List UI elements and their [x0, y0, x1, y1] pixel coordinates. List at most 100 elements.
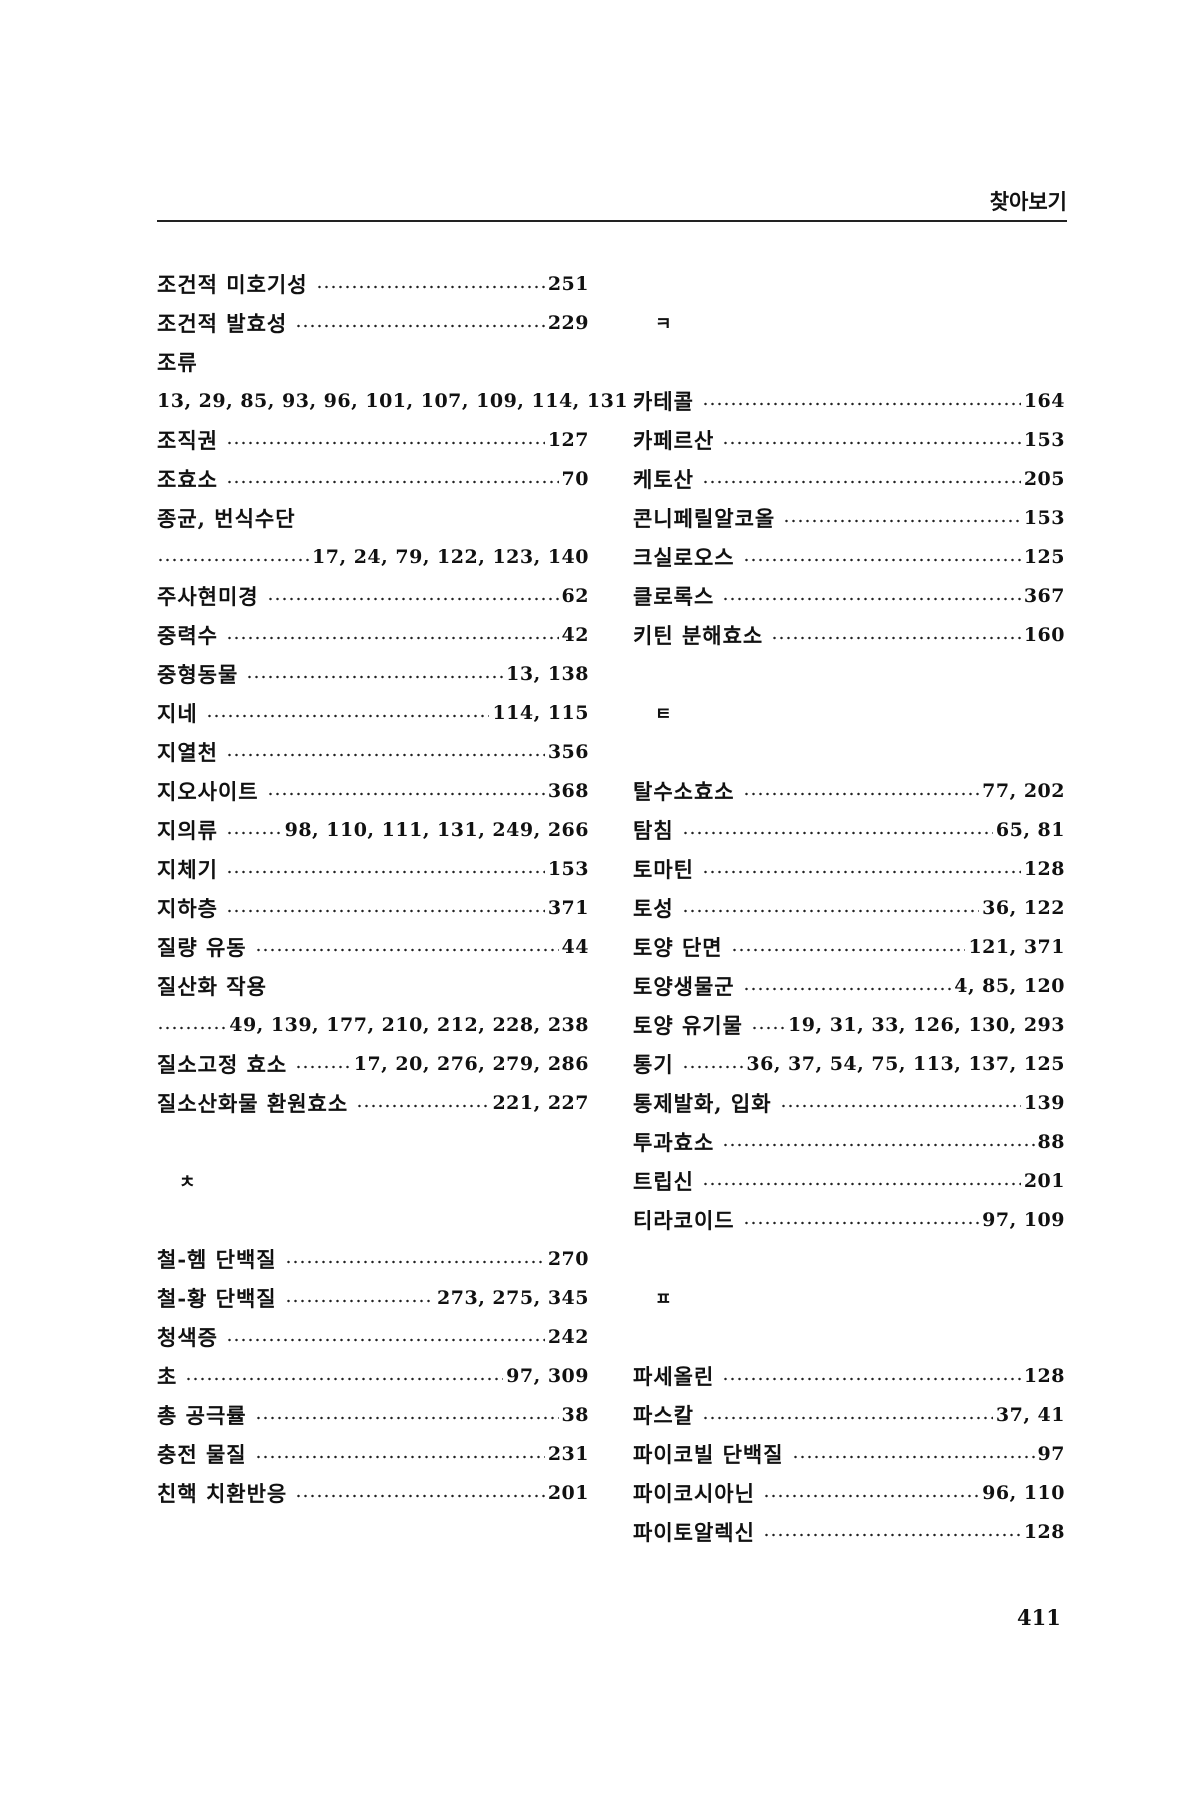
- dot-leader: [185, 1376, 504, 1381]
- dot-leader: [295, 1493, 545, 1498]
- index-term: 중력수: [157, 622, 218, 648]
- index-term: 종균, 번식수단: [157, 505, 296, 531]
- blank-line: [633, 1239, 1065, 1278]
- dot-leader: [225, 908, 545, 913]
- index-pages: 251: [547, 272, 589, 295]
- index-term: 지오사이트: [157, 778, 259, 804]
- index-entry: 토양생물군 4, 85, 120: [633, 966, 1065, 1005]
- blank-line: [157, 1122, 589, 1161]
- dot-leader: [225, 635, 559, 640]
- index-term: 지네: [157, 700, 198, 726]
- index-entry: 토양 단면 121, 371: [633, 927, 1065, 966]
- dot-leader: [681, 1064, 744, 1069]
- blank-line: [633, 264, 1065, 303]
- index-entry: 조류: [157, 342, 589, 381]
- index-entry: 탐침 65, 81: [633, 810, 1065, 849]
- index-pages: 127: [547, 428, 589, 451]
- index-term: 철-헴 단백질: [157, 1246, 277, 1272]
- index-term: 청색증: [157, 1324, 218, 1350]
- index-pages: 49, 139, 177, 210, 212, 228, 238: [229, 1013, 589, 1036]
- dot-leader: [722, 1142, 1035, 1147]
- index-entry: 탈수소효소 77, 202: [633, 771, 1065, 810]
- index-entry: 클로록스 367: [633, 576, 1065, 615]
- index-pages: 201: [1023, 1169, 1065, 1192]
- running-head: 찾아보기: [989, 190, 1067, 214]
- index-entry: 종균, 번식수단: [157, 498, 589, 537]
- index-entry: 친핵 치환반응 201: [157, 1473, 589, 1512]
- index-term: 친핵 치환반응: [157, 1480, 288, 1506]
- dot-leader: [295, 1064, 351, 1069]
- index-pages: 13, 29, 85, 93, 96, 101, 107, 109, 114, …: [157, 389, 629, 412]
- index-term: 지하층: [157, 895, 218, 921]
- index-entry: 통기 36, 37, 54, 75, 113, 137, 125: [633, 1044, 1065, 1083]
- index-term: 조류: [157, 349, 198, 375]
- dot-leader: [284, 1259, 545, 1264]
- index-pages: 164: [1023, 389, 1065, 412]
- index-pages: 36, 37, 54, 75, 113, 137, 125: [746, 1052, 1065, 1075]
- index-entry: 중형동물 13, 138: [157, 654, 589, 693]
- index-entry: 파이코시아닌 96, 110: [633, 1473, 1065, 1512]
- dot-leader: [266, 596, 559, 601]
- blank-line: [157, 1200, 589, 1239]
- index-term: 투과효소: [633, 1129, 715, 1155]
- dot-leader: [254, 947, 559, 952]
- index-column-right: ㅋ 카테콜 164 카페르산 153 케토산 205 콘니페릴알코올 153 크실로오스 125 클로…: [633, 264, 1065, 1551]
- index-term: 케토산: [633, 466, 694, 492]
- index-term: 지의류: [157, 817, 218, 843]
- index-term: 지체기: [157, 856, 218, 882]
- index-entry: 티라코이드 97, 109: [633, 1200, 1065, 1239]
- index-pages: 13, 138: [506, 662, 589, 685]
- dot-leader: [225, 440, 545, 445]
- index-entry: 카페르산 153: [633, 420, 1065, 459]
- index-pages: 153: [547, 857, 589, 880]
- index-pages: 36, 122: [982, 896, 1065, 919]
- dot-leader: [254, 1415, 559, 1420]
- index-entry: 철-헴 단백질 270: [157, 1239, 589, 1278]
- index-entry: 토마틴 128: [633, 849, 1065, 888]
- index-pages: 70: [561, 467, 589, 490]
- dot-leader: [762, 1493, 980, 1498]
- index-pages: 367: [1023, 584, 1065, 607]
- index-entry: 지오사이트 368: [157, 771, 589, 810]
- index-entry: 조효소 70: [157, 459, 589, 498]
- index-term: 트립신: [633, 1168, 694, 1194]
- index-term: 파이토알렉신: [633, 1519, 755, 1545]
- index-pages: 65, 81: [995, 818, 1065, 841]
- dot-leader: [779, 1103, 1021, 1108]
- dot-leader: [742, 557, 1021, 562]
- dot-leader: [681, 908, 980, 913]
- index-entry: 조건적 발효성 229: [157, 303, 589, 342]
- index-pages: 205: [1023, 467, 1065, 490]
- index-term: 크실로오스: [633, 544, 735, 570]
- dot-leader: [157, 557, 310, 562]
- index-term: 카페르산: [633, 427, 715, 453]
- dot-leader: [254, 1454, 545, 1459]
- index-term: 조효소: [157, 466, 218, 492]
- index-pages: 160: [1023, 623, 1065, 646]
- index-term: 콘니페릴알코올: [633, 505, 776, 531]
- index-term: 파이코시아닌: [633, 1480, 755, 1506]
- dot-leader: [266, 791, 545, 796]
- index-entry: 카테콜 164: [633, 381, 1065, 420]
- blank-line: [633, 654, 1065, 693]
- index-entry: 지체기 153: [157, 849, 589, 888]
- index-entry: 조건적 미호기성 251: [157, 264, 589, 303]
- index-pages: 201: [547, 1481, 589, 1504]
- index-term: 탈수소효소: [633, 778, 735, 804]
- index-pages: 153: [1023, 428, 1065, 451]
- index-pages: 356: [547, 740, 589, 763]
- index-pages: 42: [561, 623, 589, 646]
- index-term: 질소고정 효소: [157, 1051, 288, 1077]
- index-continuation: 13, 29, 85, 93, 96, 101, 107, 109, 114, …: [157, 381, 628, 420]
- index-pages: 139: [1023, 1091, 1065, 1114]
- index-entry: 지의류 98, 110, 111, 131, 249, 266: [157, 810, 589, 849]
- index-pages: 97: [1037, 1442, 1065, 1465]
- index-entry: 토양 유기물 19, 31, 33, 126, 130, 293: [633, 1005, 1065, 1044]
- index-pages: 17, 24, 79, 122, 123, 140: [312, 545, 589, 568]
- dot-leader: [225, 479, 559, 484]
- index-entry: 키틴 분해효소 160: [633, 615, 1065, 654]
- section-heading: ㅌ: [655, 703, 672, 725]
- dot-leader: [730, 947, 966, 952]
- index-pages: 231: [547, 1442, 589, 1465]
- dot-leader: [791, 1454, 1035, 1459]
